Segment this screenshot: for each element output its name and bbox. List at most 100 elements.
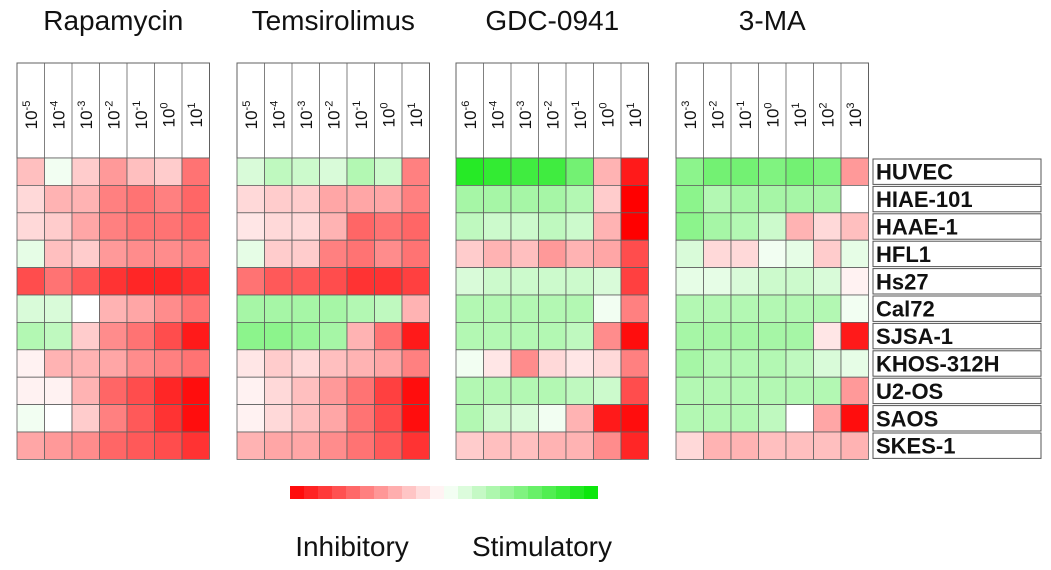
concentration-tick-label: 10-2 (707, 101, 727, 130)
concentration-tick-label: 100 (597, 102, 617, 127)
heatmap-cell (346, 404, 375, 433)
heatmap-cell (126, 321, 155, 351)
color-scale-swatch (500, 486, 514, 499)
concentration-tick-label: 100 (158, 102, 178, 127)
heatmap-cell (730, 294, 759, 323)
heatmap-cell (16, 212, 45, 241)
heatmap-cell (538, 376, 567, 406)
heatmap-cell (510, 157, 539, 186)
heatmap-cell (840, 184, 869, 214)
heatmap-cell (236, 294, 265, 323)
heatmap-cell (565, 404, 594, 433)
heatmap-cell (730, 267, 759, 296)
heatmap-cell (565, 349, 594, 378)
color-scale-swatch (584, 486, 598, 499)
heatmap-cell (374, 267, 403, 296)
heatmap-cell (154, 294, 183, 323)
heatmap-cell (565, 376, 594, 406)
heatmap-cell (291, 239, 320, 268)
heatmap-cell (620, 267, 649, 296)
heatmap-cell (538, 212, 567, 241)
heatmap-panel: Temsirolimus 10-5 10-4 10-3 10-2 10-1 100 101 (236, 5, 430, 460)
heatmap-cell (154, 267, 183, 296)
color-scale-swatch (472, 486, 486, 499)
cell-line-label-box (872, 377, 1042, 405)
heatmap-cell (44, 431, 73, 460)
heatmap-cell (593, 376, 622, 406)
heatmap-cell (374, 321, 403, 351)
concentration-tick-label: 10-2 (323, 101, 343, 130)
concentration-tick-label: 10-4 (48, 101, 68, 130)
heatmap-cell (758, 157, 787, 186)
heatmap-cell (813, 431, 842, 460)
heatmap-cell (785, 404, 814, 433)
heatmap-cell (236, 321, 265, 351)
heatmap-cell (71, 267, 100, 296)
heatmap-cell (593, 294, 622, 323)
cell-line-label: Cal72 (876, 297, 935, 322)
heatmap-cell (675, 376, 704, 406)
heatmap-cell (346, 376, 375, 406)
heatmap-cell (319, 294, 348, 323)
heatmap-cell (346, 294, 375, 323)
heatmap-cell (126, 376, 155, 406)
heatmap-cell (374, 239, 403, 268)
heatmap-cell (455, 184, 484, 214)
concentration-header (236, 62, 430, 159)
heatmap-cell (483, 431, 512, 460)
cell-line-label: HAAE-1 (876, 215, 958, 240)
heatmap-cell (264, 321, 293, 351)
heatmap-cell (538, 404, 567, 433)
heatmap-cell (319, 431, 348, 460)
heatmap-cell (236, 212, 265, 241)
heatmap-cell (291, 376, 320, 406)
cell-line-label: HFL1 (876, 242, 931, 267)
heatmap-cell (455, 404, 484, 433)
heatmap-cell (483, 321, 512, 351)
concentration-tick-label: 10-5 (241, 101, 261, 130)
legend-stimulatory-label: Stimulatory (472, 531, 612, 562)
heatmap-cell (510, 212, 539, 241)
heatmap-cell (99, 212, 128, 241)
heatmap-cell (346, 157, 375, 186)
heatmap-cell (510, 376, 539, 406)
heatmap-cell (758, 184, 787, 214)
cell-line-label: HIAE-101 (876, 187, 973, 212)
heatmap-cell (813, 321, 842, 351)
heatmap-cell (483, 376, 512, 406)
heatmap-cell (565, 294, 594, 323)
heatmap-cell (483, 267, 512, 296)
heatmap-cell (44, 376, 73, 406)
heatmap-cell (374, 404, 403, 433)
heatmap-cell (785, 239, 814, 268)
heatmap-cell (565, 267, 594, 296)
heatmap-cell (840, 431, 869, 460)
heatmap-cell (99, 404, 128, 433)
heatmap-cell (840, 349, 869, 378)
color-scale-swatch (542, 486, 556, 499)
heatmap-cell (593, 349, 622, 378)
heatmap-cell (730, 157, 759, 186)
heatmap-cell (44, 294, 73, 323)
heatmap-cell (785, 212, 814, 241)
heatmap-cell (703, 404, 732, 433)
cell-line-label-box (872, 158, 1042, 185)
cell-line-label: SJSA-1 (876, 324, 953, 349)
heatmap-cell (236, 349, 265, 378)
cell-line-label: SAOS (876, 406, 938, 431)
concentration-tick-label: 10-3 (296, 101, 316, 130)
concentration-header (16, 62, 210, 159)
color-scale-swatch (374, 486, 388, 499)
heatmap-cell (236, 157, 265, 186)
heatmap-cell (455, 212, 484, 241)
concentration-header (455, 62, 649, 159)
heatmap-cell (264, 349, 293, 378)
heatmap-cell (620, 321, 649, 351)
heatmap-cell (538, 239, 567, 268)
color-scale-swatch (416, 486, 430, 499)
heatmap-cell (291, 404, 320, 433)
heatmap-cell (565, 431, 594, 460)
heatmap-cell (154, 212, 183, 241)
heatmap-cell (455, 239, 484, 268)
